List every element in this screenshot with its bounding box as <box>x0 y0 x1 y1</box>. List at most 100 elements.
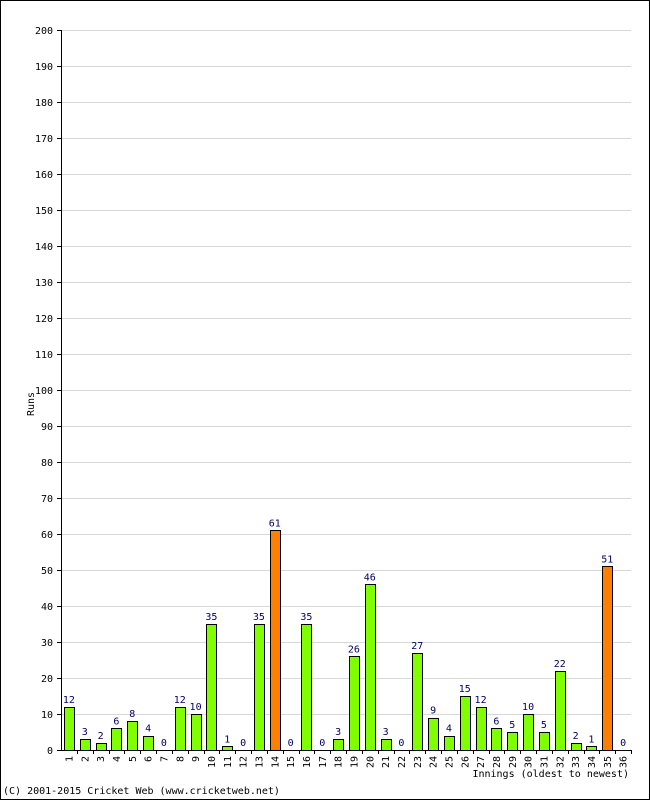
bar <box>349 656 360 751</box>
x-tick-label: 13 <box>254 756 265 768</box>
bar <box>127 721 138 751</box>
x-tick-label: 6 <box>144 756 155 762</box>
y-axis-title: Runs <box>26 392 37 416</box>
bar <box>365 584 376 751</box>
data-label: 51 <box>601 554 613 565</box>
bar <box>175 707 186 751</box>
x-tick-label: 20 <box>365 756 376 768</box>
y-tick-label: 60 <box>41 530 53 541</box>
x-tick-label: 36 <box>619 756 630 768</box>
y-tick-label: 90 <box>41 422 53 433</box>
data-label: 0 <box>288 738 294 749</box>
x-tick-label: 1 <box>64 756 75 762</box>
bar <box>270 530 281 751</box>
x-tick-label: 8 <box>175 756 186 762</box>
x-tick-label: 33 <box>571 756 582 768</box>
y-tick-label: 140 <box>35 242 53 253</box>
x-tick-label: 3 <box>96 756 107 762</box>
data-label: 4 <box>446 724 452 735</box>
data-label: 35 <box>253 612 265 623</box>
x-tick-label: 5 <box>128 756 139 762</box>
data-label: 2 <box>573 731 579 742</box>
bar <box>460 696 471 751</box>
bar <box>476 707 487 751</box>
data-label: 6 <box>113 716 119 727</box>
data-label: 12 <box>63 695 75 706</box>
x-tick-label: 2 <box>80 756 91 762</box>
bar <box>111 728 122 751</box>
bar <box>64 707 75 751</box>
y-tick-label: 30 <box>41 638 53 649</box>
x-tick-label: 7 <box>159 756 170 762</box>
x-tick-label: 21 <box>381 756 392 768</box>
data-label: 46 <box>364 572 376 583</box>
data-label: 61 <box>269 518 281 529</box>
axes: 0102030405060708090100110120130140150160… <box>35 26 632 768</box>
x-tick-label: 28 <box>492 756 503 768</box>
y-tick-label: 40 <box>41 602 53 613</box>
bar <box>381 739 392 751</box>
y-tick-label: 170 <box>35 134 53 145</box>
bar <box>254 624 265 751</box>
data-label: 5 <box>509 720 515 731</box>
y-tick-label: 120 <box>35 314 53 325</box>
bars <box>64 530 613 751</box>
data-label: 10 <box>522 702 534 713</box>
x-tick-label: 10 <box>207 756 218 768</box>
gridlines <box>61 30 631 715</box>
bar <box>412 653 423 751</box>
bar <box>602 566 613 751</box>
y-tick-label: 180 <box>35 98 53 109</box>
data-label: 0 <box>620 738 626 749</box>
data-label: 35 <box>300 612 312 623</box>
data-label: 4 <box>145 724 151 735</box>
copyright-text: (C) 2001-2015 Cricket Web (www.cricketwe… <box>3 786 280 797</box>
y-tick-label: 10 <box>41 710 53 721</box>
y-tick-label: 130 <box>35 278 53 289</box>
x-tick-label: 23 <box>413 756 424 768</box>
data-label: 0 <box>319 738 325 749</box>
y-tick-label: 80 <box>41 458 53 469</box>
bar <box>191 714 202 751</box>
x-tick-label: 30 <box>524 756 535 768</box>
bar <box>333 739 344 751</box>
data-label: 8 <box>129 709 135 720</box>
y-tick-label: 150 <box>35 206 53 217</box>
bar <box>491 728 502 751</box>
x-tick-label: 14 <box>270 756 281 768</box>
data-label: 1 <box>588 734 594 745</box>
data-label: 12 <box>475 695 487 706</box>
data-label: 2 <box>98 731 104 742</box>
x-tick-label: 12 <box>239 756 250 768</box>
data-label: 22 <box>554 659 566 670</box>
x-tick-label: 34 <box>587 756 598 768</box>
data-label: 26 <box>348 644 360 655</box>
x-tick-label: 16 <box>302 756 313 768</box>
x-tick-label: 4 <box>112 756 123 762</box>
x-tick-label: 27 <box>476 756 487 768</box>
data-label: 6 <box>493 716 499 727</box>
y-tick-label: 100 <box>35 386 53 397</box>
data-label: 10 <box>190 702 202 713</box>
data-label: 27 <box>411 641 423 652</box>
data-label: 15 <box>459 684 471 695</box>
data-label: 0 <box>398 738 404 749</box>
x-tick-label: 26 <box>460 756 471 768</box>
x-tick-label: 15 <box>286 756 297 768</box>
bar <box>571 743 582 751</box>
x-tick-label: 19 <box>349 756 360 768</box>
bar <box>586 746 597 751</box>
y-tick-label: 0 <box>47 746 53 757</box>
data-label: 0 <box>240 738 246 749</box>
x-tick-label: 25 <box>444 756 455 768</box>
x-tick-label: 32 <box>555 756 566 768</box>
y-tick-label: 190 <box>35 62 53 73</box>
data-label: 3 <box>383 727 389 738</box>
y-tick-label: 110 <box>35 350 53 361</box>
x-axis-title: Innings (oldest to newest) <box>472 769 629 780</box>
y-tick-label: 50 <box>41 566 53 577</box>
data-label: 3 <box>335 727 341 738</box>
data-label: 12 <box>174 695 186 706</box>
